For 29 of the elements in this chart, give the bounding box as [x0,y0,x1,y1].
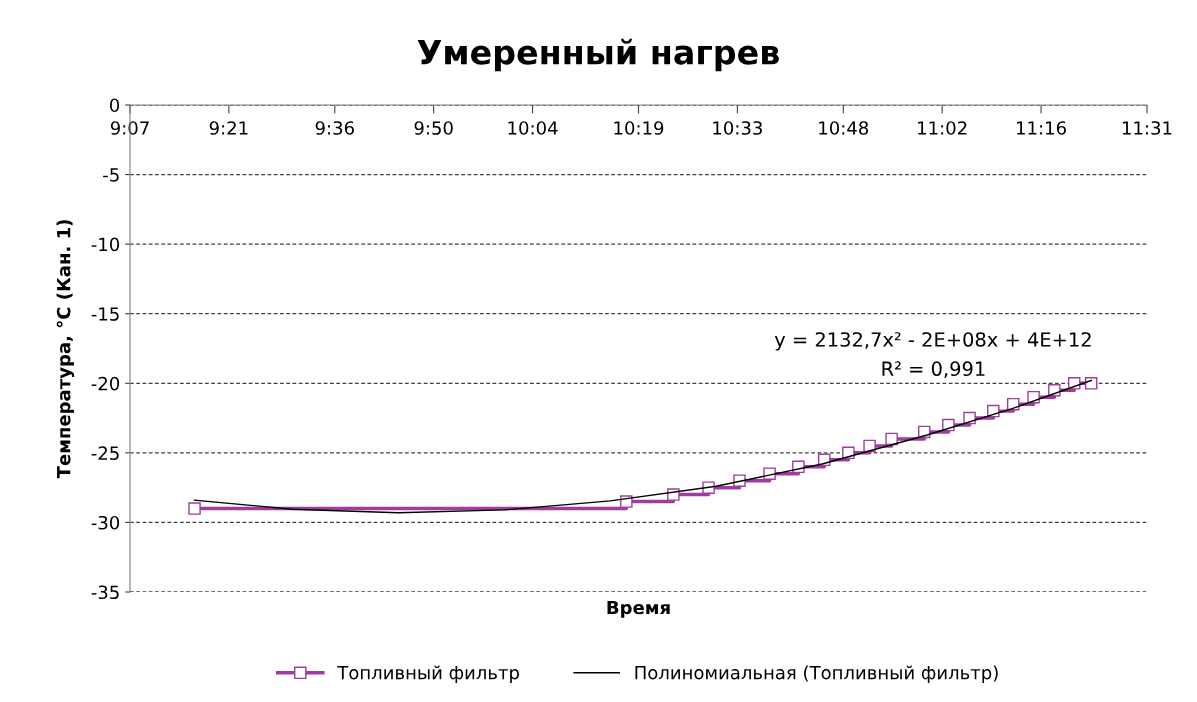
x-tick-label: 10:19 [614,121,664,135]
y-tick-label: 0 [109,98,120,113]
y-axis-title: Температура, °C (Кан. 1) [56,220,75,479]
x-tick-label: 10:04 [508,121,558,135]
y-tick-label: -10 [91,237,120,252]
point [1084,377,1098,390]
x-tick-label: 10:48 [819,121,869,135]
annotation: R² = 0,991 [882,361,985,379]
x-tick-label: 9:07 [110,121,149,135]
y-tick-label: -5 [103,168,119,182]
x-tick-label: 9:36 [315,121,354,135]
legend-label: Топливный фильтр [337,665,519,683]
point [188,502,201,515]
legend-label: Полиномиальная (Топливный фильтр) [635,665,998,683]
y-tick-label: -15 [91,307,119,321]
x-tick-label: 9:50 [414,121,453,135]
x-tick-label: 10:33 [713,121,762,135]
x-tick-label: 9:21 [209,121,248,135]
y-tick-label: -30 [91,515,120,530]
y-tick-label: -35 [91,585,119,600]
y-tick-label: -25 [91,446,119,460]
x-tick-label: 11:02 [918,121,967,135]
x-tick-label: 11:16 [1017,121,1066,135]
x-tick-label: 11:31 [1122,121,1172,135]
x-axis-title: Время [607,600,670,618]
y-tick-label: -20 [91,376,120,391]
chart-title: Умеренный нагрев [417,38,779,72]
point [885,432,898,446]
annotation: y = 2132,7x² - 2E+08x + 4E+12 [774,332,1091,351]
